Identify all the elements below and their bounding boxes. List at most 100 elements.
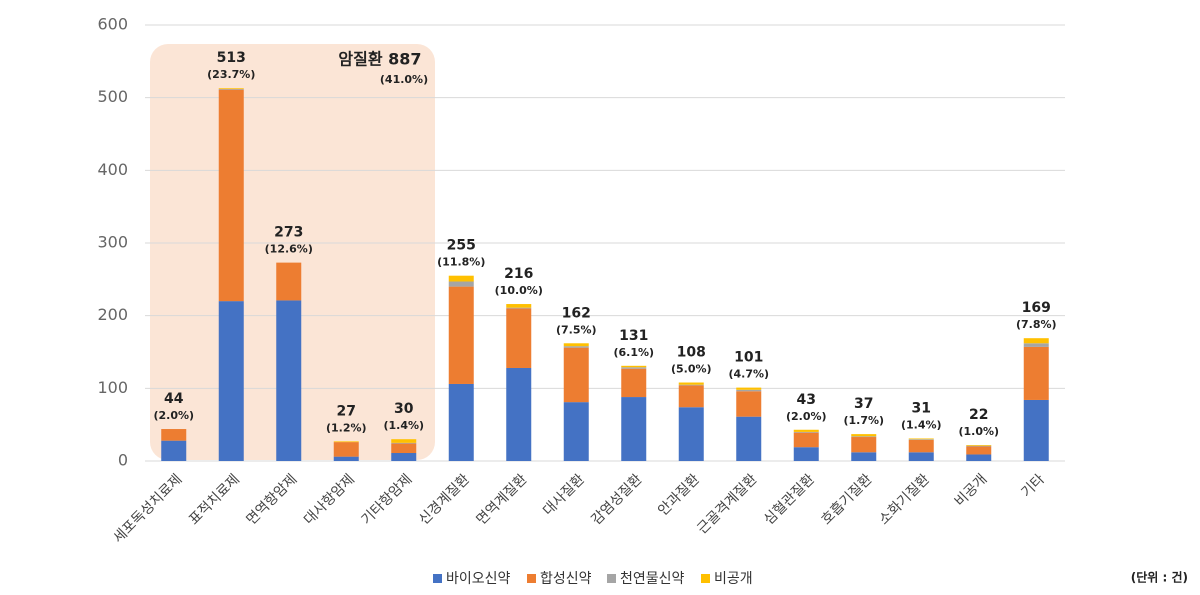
bar-segment [563, 346, 589, 348]
unit-note: (단위 : 건) [1131, 570, 1188, 585]
bar-segment [506, 304, 532, 308]
total-label: 101 [734, 350, 763, 366]
y-tick-label: 0 [118, 451, 128, 470]
total-label: 30 [394, 401, 414, 417]
total-label: 37 [854, 396, 873, 412]
share-label: (23.7%) [207, 68, 255, 81]
x-tick-label: 표적치료제 [186, 471, 243, 528]
legend-swatch [433, 574, 442, 583]
share-label: (7.5%) [556, 323, 597, 336]
bar-segment [276, 262, 302, 301]
x-tick-label: 면역항암제 [244, 471, 301, 528]
share-label: (2.0%) [786, 410, 827, 423]
y-tick-label: 600 [97, 15, 128, 34]
bar-segment [908, 439, 934, 440]
bar-segment [678, 382, 704, 385]
bar-segment [736, 416, 762, 461]
share-label: (1.2%) [326, 421, 367, 434]
bar-segment [276, 300, 302, 461]
share-label: (4.7%) [728, 368, 769, 381]
share-label: (1.0%) [958, 425, 999, 438]
bar-segment [966, 445, 992, 447]
share-label: (7.8%) [1016, 318, 1057, 331]
x-tick-label: 안과질환 [655, 471, 703, 519]
bar-segment [161, 440, 187, 461]
bar-segment [851, 436, 877, 438]
legend-label: 비공개 [714, 571, 753, 587]
bar-segment [391, 443, 417, 454]
x-tick-label: 기타항암제 [359, 471, 416, 528]
share-label: (10.0%) [495, 284, 543, 297]
bar-segment [851, 452, 877, 461]
total-label: 131 [619, 328, 648, 344]
bar-segment [793, 431, 819, 433]
y-tick-label: 500 [97, 87, 128, 106]
x-tick-label: 소화기질환 [876, 471, 933, 528]
legend-swatch [527, 574, 536, 583]
bar-segment [966, 445, 992, 446]
legend-swatch [701, 574, 710, 583]
bar-segment [966, 454, 992, 461]
bar-segment [678, 407, 704, 461]
bar-segment [391, 453, 417, 461]
bar-segment [678, 385, 704, 408]
bar-segment [218, 88, 244, 90]
total-label: 22 [969, 407, 988, 423]
x-tick-label: 기타 [1018, 471, 1048, 501]
bar-segment [851, 437, 877, 453]
bar-segment [908, 439, 934, 453]
x-tick-label: 비공개 [952, 471, 991, 510]
share-label: (11.8%) [437, 256, 485, 269]
x-tick-label: 면역계질환 [474, 471, 531, 528]
bar-segment [1023, 399, 1049, 461]
bar-segment [448, 275, 474, 282]
bar-segment [218, 89, 244, 302]
total-label: 43 [797, 392, 816, 408]
share-label: (5.0%) [671, 363, 712, 376]
x-tick-label: 대사질환 [540, 471, 588, 519]
bar-segment [333, 456, 359, 461]
x-tick-label: 세포독성치료제 [110, 471, 185, 546]
bar-segment [1023, 338, 1049, 344]
total-label: 255 [447, 238, 476, 254]
bar-segment [506, 307, 532, 309]
total-label: 216 [504, 266, 533, 282]
share-label: (1.4%) [901, 418, 942, 431]
total-label: 162 [562, 305, 591, 321]
bar-segment [563, 402, 589, 461]
bar-segment [333, 441, 359, 443]
x-tick-label: 심혈관질환 [761, 471, 818, 528]
x-tick-label: 신경계질환 [416, 471, 473, 528]
bar-segment [448, 383, 474, 461]
bar-segment [333, 442, 359, 457]
bar-segment [736, 391, 762, 417]
bar-segment [678, 384, 704, 386]
bar-segment [218, 88, 244, 89]
bar-segment [391, 442, 417, 444]
total-label: 273 [274, 225, 303, 241]
total-label: 44 [164, 391, 184, 407]
bar-segment [736, 389, 762, 392]
bar-segment [621, 367, 647, 369]
x-tick-label: 근골격계질환 [694, 471, 760, 537]
share-label: (2.0%) [153, 409, 194, 422]
bar-segment [966, 446, 992, 455]
total-label: 27 [337, 403, 356, 419]
bar-segment [563, 343, 589, 347]
bar-segment [506, 308, 532, 368]
annotation-sub: (41.0%) [380, 73, 428, 86]
share-label: (6.1%) [613, 346, 654, 359]
bar-segment [793, 447, 819, 461]
bar-segment [161, 429, 187, 441]
bar-segment [448, 281, 474, 287]
total-label: 31 [912, 400, 931, 416]
bar-segment [736, 387, 762, 390]
bar-segment [391, 439, 417, 443]
y-tick-label: 100 [97, 378, 128, 397]
legend-swatch [607, 574, 616, 583]
legend-label: 천연물신약 [620, 571, 685, 587]
bar-segment [908, 438, 934, 440]
bar-segment [908, 452, 934, 461]
share-label: (1.4%) [383, 419, 424, 432]
x-tick-label: 감염성질환 [589, 471, 646, 528]
